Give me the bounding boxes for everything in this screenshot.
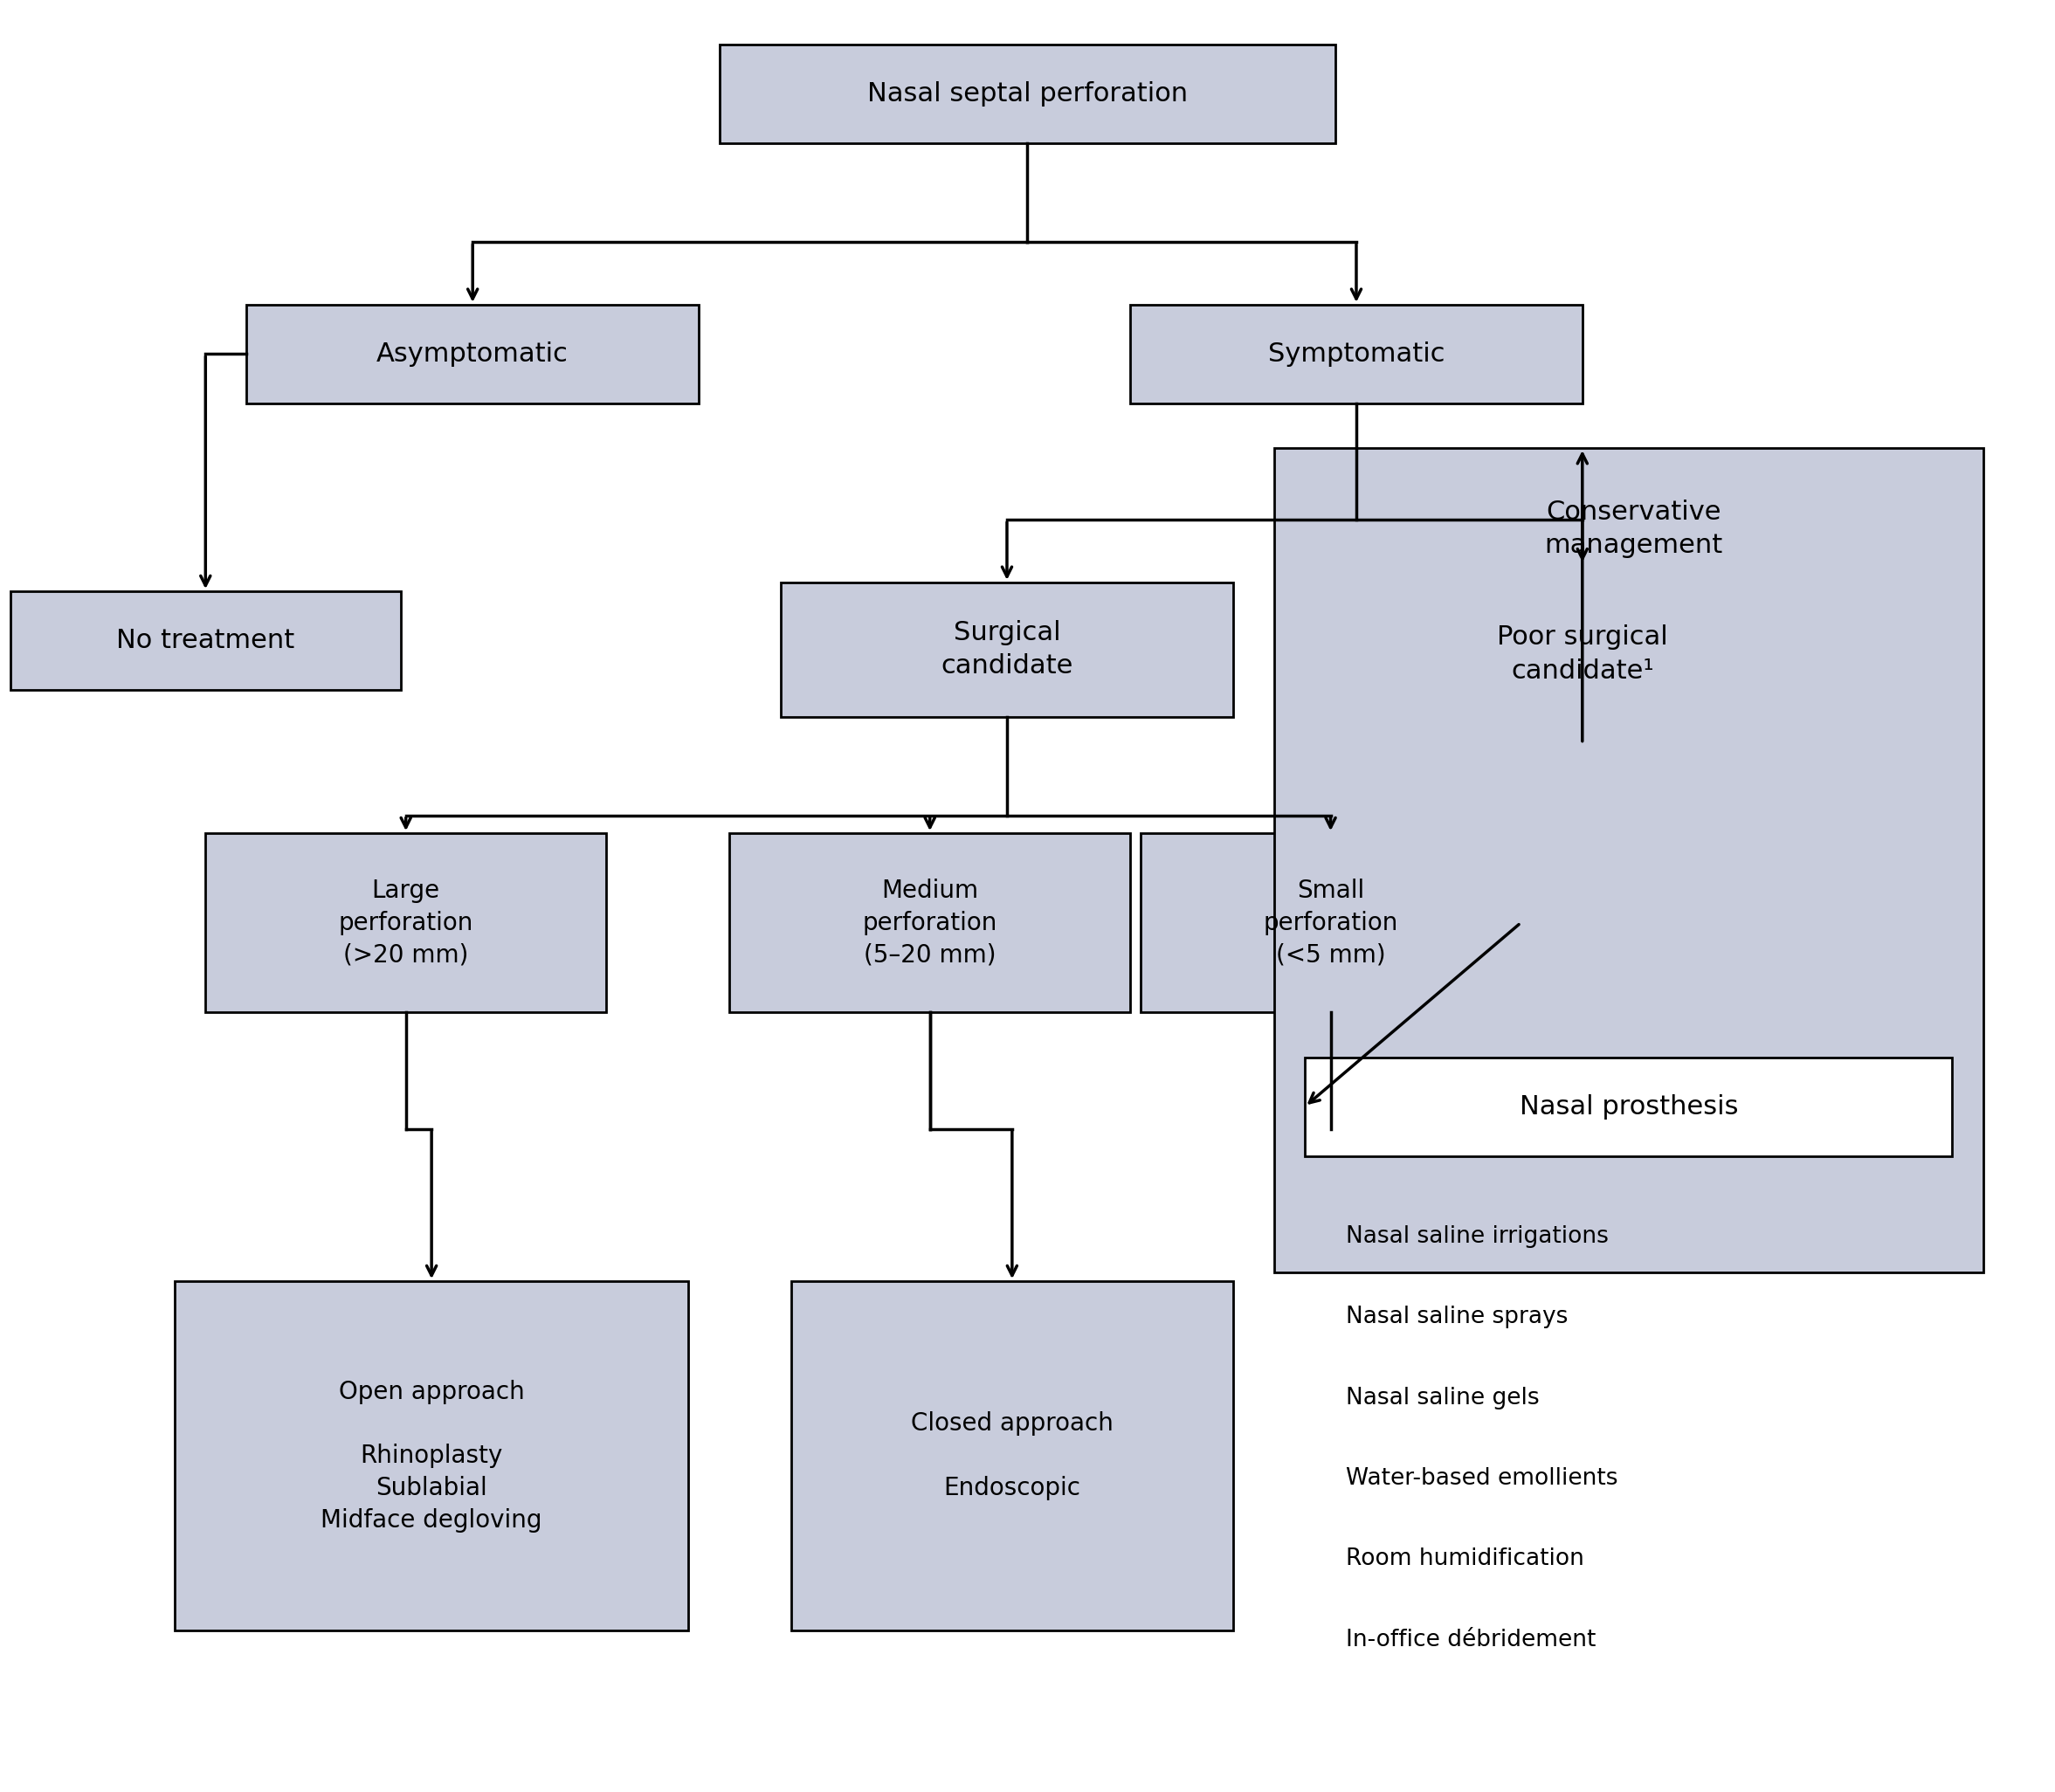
FancyBboxPatch shape [10, 591, 401, 690]
FancyBboxPatch shape [1274, 448, 1983, 1272]
Text: Surgical
candidate: Surgical candidate [941, 620, 1073, 679]
FancyBboxPatch shape [730, 833, 1130, 1012]
Text: Medium
perforation
(5–20 mm): Medium perforation (5–20 mm) [863, 878, 997, 968]
Text: Nasal septal perforation: Nasal septal perforation [867, 81, 1188, 108]
Text: Room humidification: Room humidification [1346, 1548, 1584, 1570]
Text: Symptomatic: Symptomatic [1268, 340, 1445, 367]
Text: Large
perforation
(>20 mm): Large perforation (>20 mm) [339, 878, 473, 968]
FancyBboxPatch shape [175, 1281, 688, 1631]
Text: Poor surgical
candidate¹: Poor surgical candidate¹ [1496, 625, 1669, 683]
Text: Nasal prosthesis: Nasal prosthesis [1519, 1093, 1739, 1120]
Text: Small
perforation
(<5 mm): Small perforation (<5 mm) [1264, 878, 1397, 968]
FancyBboxPatch shape [781, 582, 1233, 717]
FancyBboxPatch shape [206, 833, 606, 1012]
FancyBboxPatch shape [1130, 305, 1582, 403]
Text: Nasal saline gels: Nasal saline gels [1346, 1387, 1539, 1409]
Text: Nasal saline sprays: Nasal saline sprays [1346, 1306, 1568, 1328]
Text: No treatment: No treatment [117, 627, 294, 654]
Text: Nasal saline irrigations: Nasal saline irrigations [1346, 1226, 1609, 1247]
FancyBboxPatch shape [1305, 1057, 1952, 1156]
FancyBboxPatch shape [1377, 564, 1788, 744]
Text: Conservative
management: Conservative management [1545, 500, 1722, 557]
Text: In-office débridement: In-office débridement [1346, 1629, 1597, 1650]
Text: Open approach

Rhinoplasty
Sublabial
Midface degloving: Open approach Rhinoplasty Sublabial Midf… [321, 1380, 543, 1532]
Text: Water-based emollients: Water-based emollients [1346, 1468, 1617, 1489]
FancyBboxPatch shape [247, 305, 699, 403]
FancyBboxPatch shape [719, 45, 1336, 143]
FancyBboxPatch shape [1141, 833, 1521, 1012]
Text: Asymptomatic: Asymptomatic [376, 340, 569, 367]
FancyBboxPatch shape [791, 1281, 1233, 1631]
Text: Closed approach

Endoscopic: Closed approach Endoscopic [910, 1412, 1114, 1500]
